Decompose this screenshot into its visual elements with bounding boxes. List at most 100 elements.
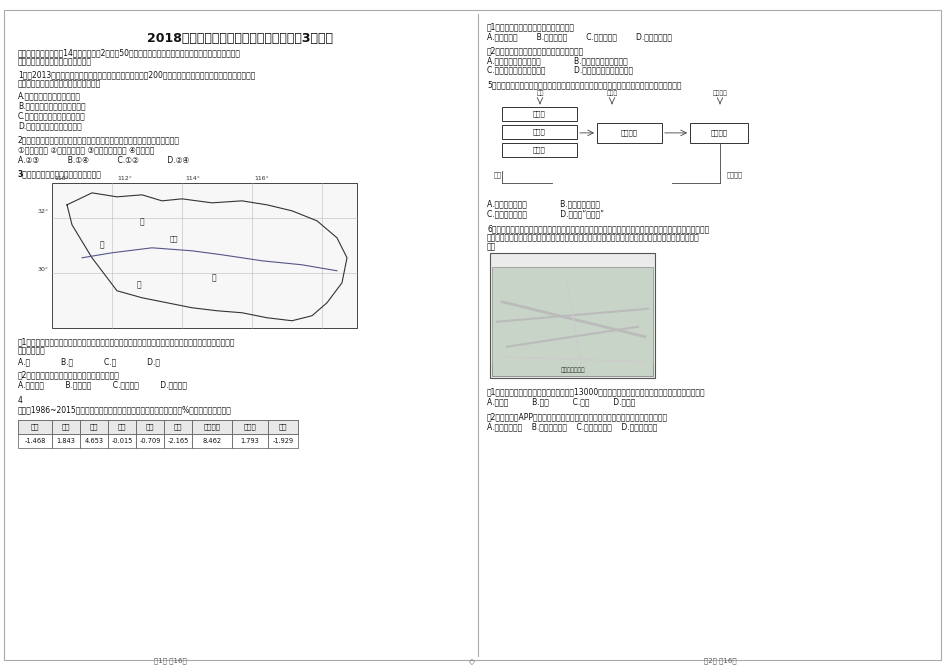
Bar bbox=[52, 183, 357, 328]
Text: 30°: 30° bbox=[38, 267, 49, 272]
Bar bbox=[108, 419, 136, 434]
Text: 下表为1986~2015年刘家峡以下黄河上游河段土地利用类型变化状况（%），完成下列小题。: 下表为1986~2015年刘家峡以下黄河上游河段土地利用类型变化状况（%），完成… bbox=[18, 405, 231, 415]
Text: 4: 4 bbox=[18, 395, 23, 405]
Text: 库的是（　）: 库的是（ ） bbox=[18, 347, 45, 356]
Text: 糖生: 糖生 bbox=[535, 90, 543, 96]
Text: 武汉: 武汉 bbox=[170, 235, 178, 242]
Bar bbox=[689, 123, 748, 143]
Bar bbox=[192, 419, 232, 434]
Text: 提汁器: 提汁器 bbox=[532, 128, 546, 135]
Text: -0.015: -0.015 bbox=[111, 438, 132, 444]
Text: 丙: 丙 bbox=[100, 241, 105, 250]
Text: （2）利用手机APP能及时了解到晶三克分方状况，主要利用的地理信息技术是（　）: （2）利用手机APP能及时了解到晶三克分方状况，主要利用的地理信息技术是（ ） bbox=[486, 413, 667, 421]
Text: 坑塘: 坑塘 bbox=[90, 423, 98, 430]
Bar bbox=[52, 419, 80, 434]
Text: 加工过程: 加工过程 bbox=[620, 130, 637, 136]
Bar bbox=[501, 125, 577, 139]
Text: D.加快劳动力向传统工业转移: D.加快劳动力向传统工业转移 bbox=[18, 121, 82, 130]
Bar bbox=[136, 419, 164, 434]
Bar bbox=[501, 107, 577, 121]
Bar bbox=[490, 253, 654, 378]
Bar bbox=[18, 419, 297, 434]
Text: 2018年浙江省绍兴市高考地理模拟试卷（3月份）: 2018年浙江省绍兴市高考地理模拟试卷（3月份） bbox=[147, 32, 332, 45]
Bar bbox=[501, 143, 577, 157]
Text: （1）该地区变化明显的湿地类型是（　）: （1）该地区变化明显的湿地类型是（ ） bbox=[486, 22, 574, 31]
Text: 第2页 全16页: 第2页 全16页 bbox=[703, 658, 735, 664]
Text: 裸地: 裸地 bbox=[278, 423, 287, 430]
Text: 5．如图为祖英制糖工业清洁生产流程图，图中：与原流程相比，祖英制糖工业清洁生产（　）: 5．如图为祖英制糖工业清洁生产流程图，图中：与原流程相比，祖英制糖工业清洁生产（… bbox=[486, 80, 681, 89]
Text: 废气废物: 废气废物 bbox=[726, 172, 742, 179]
Text: 上海道乐显示图: 上海道乐显示图 bbox=[560, 367, 584, 373]
Text: 甲: 甲 bbox=[137, 281, 142, 290]
Text: 林地: 林地 bbox=[61, 423, 70, 430]
Text: 题。: 题。 bbox=[486, 243, 496, 252]
Bar bbox=[136, 434, 164, 448]
Text: 废物处理: 废物处理 bbox=[710, 130, 727, 136]
Text: ◇: ◇ bbox=[468, 658, 475, 666]
Bar bbox=[232, 419, 268, 434]
Text: 2．下列农业地域类型中，区域专门化程度、商品率、机械化水平高的是（　）: 2．下列农业地域类型中，区域专门化程度、商品率、机械化水平高的是（ ） bbox=[18, 135, 179, 144]
Bar bbox=[492, 267, 652, 376]
Text: 第1页 全16页: 第1页 全16页 bbox=[154, 658, 186, 664]
Text: 4.653: 4.653 bbox=[84, 438, 104, 444]
Bar bbox=[18, 434, 52, 448]
Bar bbox=[108, 434, 136, 448]
Text: ①水稻种植业 ②商品谷物农业 ③热带种植园农业 ④混合农业: ①水稻种植业 ②商品谷物农业 ③热带种植园农业 ④混合农业 bbox=[18, 145, 154, 154]
Text: 一、选择题（本大题入14小题，每小题2分，內50分，每小题列出的四个备选项中只有一个是符合题目要: 一、选择题（本大题入14小题，每小题2分，內50分，每小题列出的四个备选项中只有… bbox=[18, 48, 241, 57]
Text: A.提高传统制造业的生产效率: A.提高传统制造业的生产效率 bbox=[18, 91, 81, 100]
Text: 求的，不选、多选、错选均不得分）: 求的，不选、多选、错选均不得分） bbox=[18, 57, 92, 66]
Text: （2）该地区土地利用类型的变化，说明（　）: （2）该地区土地利用类型的变化，说明（ ） bbox=[486, 46, 583, 55]
Text: 乙: 乙 bbox=[140, 218, 144, 227]
Text: 湖液罐: 湖液罐 bbox=[532, 110, 546, 117]
Text: 滤液器: 滤液器 bbox=[532, 147, 546, 153]
Bar bbox=[164, 434, 192, 448]
Text: C.解决了资源不足              D.实现了“零排放”: C.解决了资源不足 D.实现了“零排放” bbox=[486, 210, 603, 219]
Text: -1.468: -1.468 bbox=[25, 438, 45, 444]
Text: 6．晶三克是世界最大的草著、冶制特色创哥的公司，其零售店多分布于核心商业区、区域商业中心、特色旅: 6．晶三克是世界最大的草著、冶制特色创哥的公司，其零售店多分布于核心商业区、区域… bbox=[486, 225, 709, 234]
Bar bbox=[192, 434, 232, 448]
Text: 水渠: 水渠 bbox=[145, 423, 154, 430]
Bar bbox=[492, 364, 652, 376]
Text: 丁: 丁 bbox=[211, 274, 216, 283]
Text: -0.709: -0.709 bbox=[139, 438, 160, 444]
Text: A.②③            B.①④            C.①②            D.②④: A.②③ B.①④ C.①② D.②④ bbox=[18, 156, 189, 165]
Text: -1.929: -1.929 bbox=[272, 438, 294, 444]
Text: C.提升传统制造业的品牌竞争力: C.提升传统制造业的品牌竞争力 bbox=[18, 111, 86, 120]
Text: 8.462: 8.462 bbox=[202, 438, 221, 444]
Bar bbox=[18, 419, 52, 434]
Text: 水库: 水库 bbox=[118, 423, 126, 430]
Text: A.气候温润         B.土壤肥沃         C.河流交汇         D.矿产丰富: A.气候温润 B.土壤肥沃 C.河流交汇 D.矿产丰富 bbox=[18, 381, 187, 390]
Text: 112°: 112° bbox=[117, 176, 132, 181]
Text: A.劳动力          B.原料          C.技术          D.消费力: A.劳动力 B.原料 C.技术 D.消费力 bbox=[486, 397, 634, 407]
Text: 草地: 草地 bbox=[174, 423, 182, 430]
Text: 32°: 32° bbox=[38, 209, 49, 214]
Text: 建设用地: 建设用地 bbox=[203, 423, 220, 430]
Text: （2）影响武汉市形成的最主要自然区位是（　）: （2）影响武汉市形成的最主要自然区位是（ ） bbox=[18, 371, 120, 380]
Bar bbox=[268, 419, 297, 434]
Text: 1.793: 1.793 bbox=[241, 438, 259, 444]
Text: 江省机器人使用量的增大，将直接（　）: 江省机器人使用量的增大，将直接（ ） bbox=[18, 79, 101, 88]
Bar bbox=[80, 419, 108, 434]
Text: A.乙             B.甲             C.丙             D.丁: A.乙 B.甲 C.丙 D.丁 bbox=[18, 358, 160, 367]
Text: 114°: 114° bbox=[185, 176, 200, 181]
Text: 110°: 110° bbox=[54, 176, 69, 181]
Text: A.湖泊、草地        B.坑塘、河沼        C.草地、河沼        D.椿荒地、坑塘: A.湖泊、草地 B.坑塘、河沼 C.草地、河沼 D.椿荒地、坑塘 bbox=[486, 32, 671, 41]
Text: 1.843: 1.843 bbox=[57, 438, 76, 444]
Text: B.增加劳动密集型产业生产成本: B.增加劳动密集型产业生产成本 bbox=[18, 101, 86, 110]
Text: 3．如图为湖北省简图，完成下列问题。: 3．如图为湖北省简图，完成下列问题。 bbox=[18, 169, 102, 178]
Text: 游景点、交通枢纽等区域，右图为某人手机上显示的上海港英单都区域晶三克门店分布图，请完成下列小: 游景点、交通枢纽等区域，右图为某人手机上显示的上海港英单都区域晶三克门店分布图，… bbox=[486, 233, 699, 243]
Text: A.增加了产品种类              B.提高了糖的产量: A.增加了产品种类 B.提高了糖的产量 bbox=[486, 200, 599, 209]
Bar bbox=[164, 419, 192, 434]
Text: -2.165: -2.165 bbox=[167, 438, 189, 444]
Text: 椿荒地: 椿荒地 bbox=[244, 423, 256, 430]
Text: 废气废水: 废气废水 bbox=[712, 90, 727, 96]
Text: A.产业集聚，城镇化加快              B.湿地萎缩，气候反干旱: A.产业集聚，城镇化加快 B.湿地萎缩，气候反干旱 bbox=[486, 56, 627, 65]
Text: C.人口集聚，农业规模扩大            D.覆被破坏，水土流失加剧: C.人口集聚，农业规模扩大 D.覆被破坏，水土流失加剧 bbox=[486, 65, 632, 74]
Text: 一纤维: 一纤维 bbox=[606, 90, 617, 96]
Bar bbox=[268, 434, 297, 448]
Text: A.遥感观察技术    B.低轨遥感技术    C.全球定位系统    D.地理信息系统: A.遥感观察技术 B.低轨遥感技术 C.全球定位系统 D.地理信息系统 bbox=[486, 423, 657, 432]
Bar bbox=[597, 123, 662, 143]
Text: （1）目前，晶三克公司已在世界各地开设13000多家连锁店，影响其门店选址的最主要因素是（　）: （1）目前，晶三克公司已在世界各地开设13000多家连锁店，影响其门店选址的最主… bbox=[486, 388, 705, 397]
Bar bbox=[52, 434, 80, 448]
Text: 蔗糖: 蔗糖 bbox=[494, 172, 501, 179]
